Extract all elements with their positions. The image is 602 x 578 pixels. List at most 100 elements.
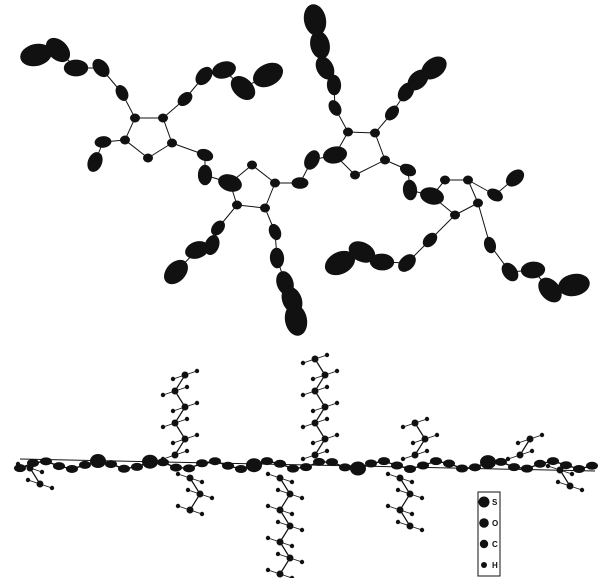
atom [269, 247, 285, 269]
hydrogen [170, 408, 176, 414]
atom [274, 459, 286, 468]
atom [45, 37, 71, 63]
atom [261, 457, 273, 466]
hydrogen [25, 477, 31, 483]
hydrogen [395, 519, 401, 525]
atom [443, 459, 455, 468]
atom [560, 461, 572, 470]
ring-atom [143, 153, 153, 163]
atom [547, 457, 559, 466]
atom [350, 461, 366, 476]
hydrogen [170, 440, 176, 446]
atom [469, 463, 481, 472]
legend-box [477, 491, 501, 577]
atom [501, 262, 519, 282]
atom [287, 464, 299, 473]
hydrogen [539, 432, 545, 438]
atom [573, 464, 585, 473]
hydrogen [300, 392, 306, 398]
atom [209, 457, 221, 466]
atom [339, 463, 351, 472]
hydrogen [400, 424, 406, 430]
atom [417, 461, 429, 470]
hydrogen [300, 360, 306, 366]
hydrogen [170, 376, 176, 382]
atom [313, 457, 325, 466]
atom [398, 254, 416, 272]
atom [118, 464, 130, 473]
hydrogen [194, 432, 200, 438]
hydrogen [310, 440, 316, 446]
hydrogen [185, 487, 191, 493]
hydrogen [334, 432, 340, 438]
atom [315, 56, 335, 80]
atom [365, 459, 377, 468]
atom [157, 458, 169, 467]
atom [79, 460, 91, 469]
hydrogen [300, 456, 306, 462]
hydrogen [409, 479, 415, 485]
hydrogen [275, 519, 281, 525]
atom [369, 253, 395, 271]
hydrogen [265, 535, 271, 541]
atom [92, 58, 110, 78]
hydrogen [289, 575, 295, 578]
atom [115, 85, 129, 101]
hydrogen [569, 471, 575, 477]
hydrogen [184, 416, 190, 422]
atom [421, 56, 447, 80]
atom [538, 277, 562, 303]
ring-atom [330, 150, 340, 160]
ring-atom [270, 178, 280, 188]
atom [53, 462, 65, 471]
ring-atom [167, 138, 177, 148]
hydrogen [505, 456, 511, 462]
atom [63, 59, 89, 77]
atom [422, 232, 438, 248]
atom [304, 150, 320, 170]
atom [230, 76, 256, 100]
atom [40, 457, 52, 466]
atom [252, 62, 284, 88]
hydrogen [310, 376, 316, 382]
atom [404, 465, 416, 473]
hydrogen [324, 352, 330, 358]
legend-label: H [492, 561, 498, 570]
hydrogen [385, 503, 391, 509]
hydrogen [545, 463, 551, 469]
hydrogen [395, 487, 401, 493]
hydrogen [265, 567, 271, 573]
atom [222, 461, 234, 470]
atom [310, 31, 330, 59]
atom [20, 43, 52, 67]
legend-swatch-s [478, 496, 490, 508]
atom [246, 458, 262, 473]
atom [326, 74, 342, 96]
ring-atom [473, 198, 483, 208]
atom [402, 179, 418, 201]
atom [197, 164, 213, 186]
atom [480, 455, 496, 470]
hydrogen [289, 479, 295, 485]
hydrogen [424, 416, 430, 422]
ring-atom [370, 128, 380, 138]
ring-atom [260, 203, 270, 213]
hydrogen [289, 511, 295, 517]
atom [90, 454, 106, 469]
hydrogen [289, 543, 295, 549]
hydrogen [324, 448, 330, 454]
ring-atom [350, 170, 360, 180]
hydrogen [419, 495, 425, 501]
bond [124, 139, 149, 159]
atom [105, 460, 117, 469]
atom [487, 188, 503, 202]
hydrogen [184, 448, 190, 454]
hydrogen [334, 368, 340, 374]
hydrogen [199, 479, 205, 485]
hydrogen [265, 471, 271, 477]
atom [399, 163, 417, 177]
ring-atom [450, 210, 460, 220]
hydrogen [184, 384, 190, 390]
ring-atom [158, 113, 168, 123]
